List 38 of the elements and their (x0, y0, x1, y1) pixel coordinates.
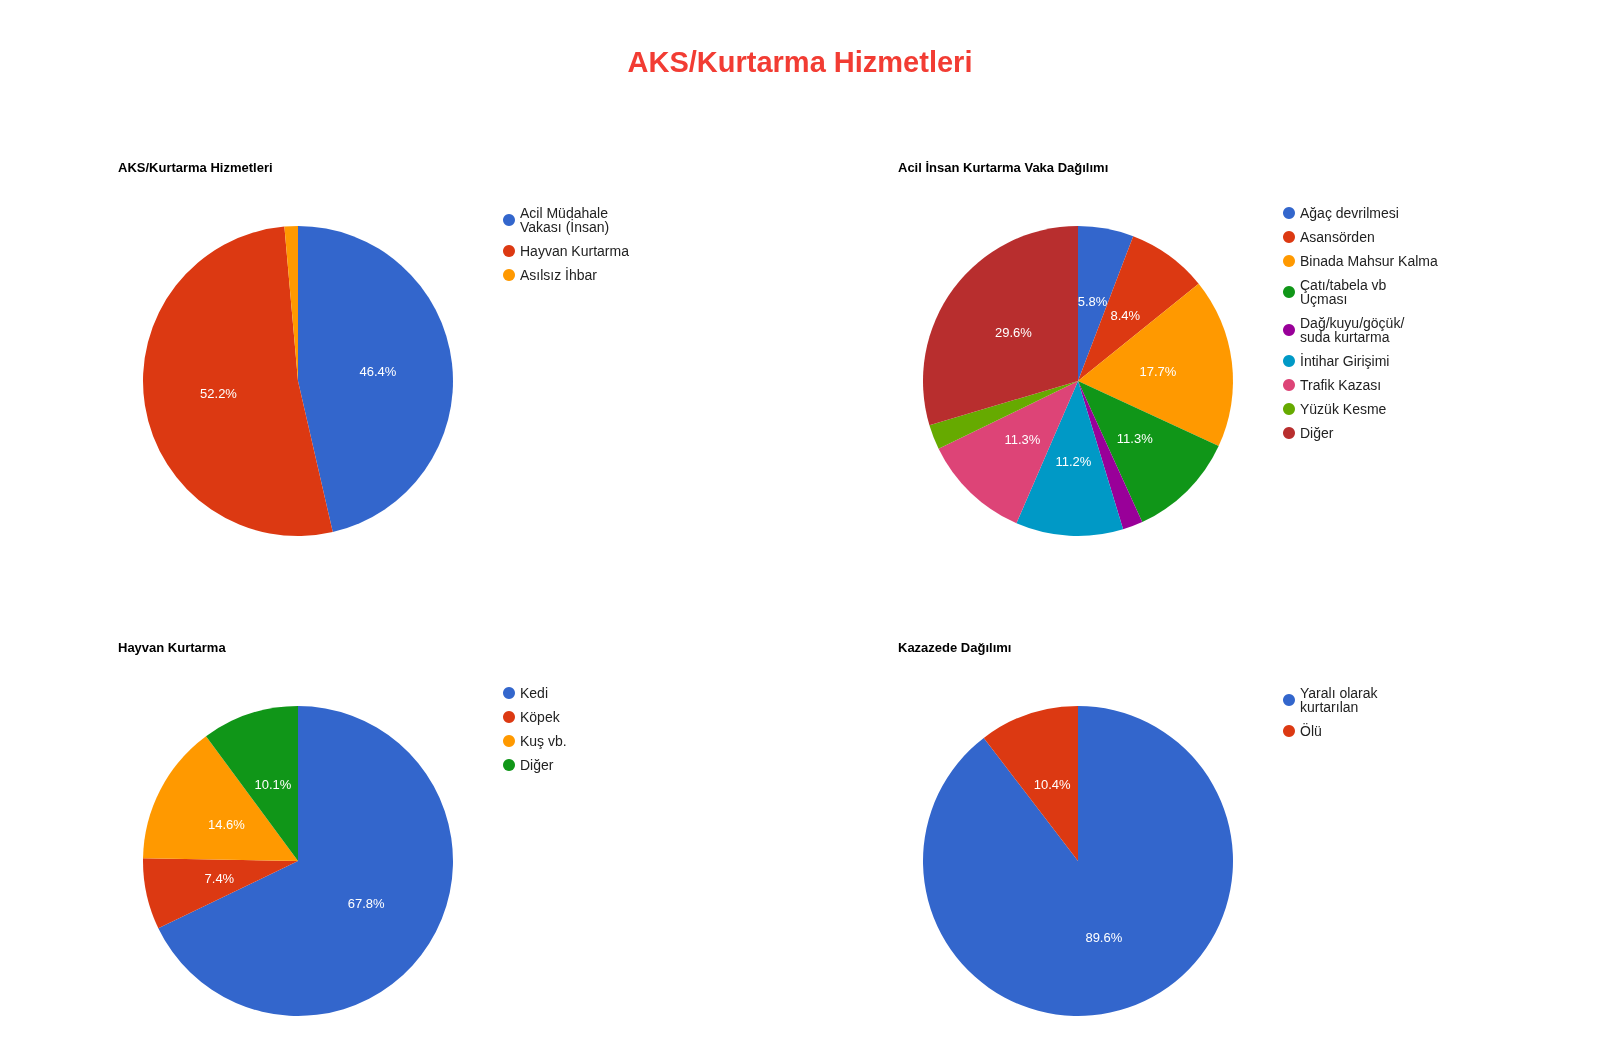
chart-title: AKS/Kurtarma Hizmetleri (118, 160, 273, 175)
data-label: 11.2% (1055, 453, 1092, 469)
data-label: 52.2% (200, 386, 238, 402)
legend-label: Ölü (1300, 722, 1322, 739)
legend-label: Hayvan Kurtarma (520, 243, 630, 259)
chart-title: Kazazede Dağılımı (898, 640, 1012, 655)
data-label: 11.3% (1116, 430, 1154, 446)
data-label: 67.8% (347, 896, 386, 912)
legend-label: Kedi (520, 685, 549, 701)
chart-title: Acil İnsan Kurtarma Vaka Dağılımı (898, 160, 1109, 175)
legend-label: Köpek (520, 709, 561, 725)
data-label: 29.6% (995, 325, 1033, 341)
legend-label: Asansörden (1300, 229, 1375, 245)
legend-label: Ağaç devrilmesi (1300, 205, 1399, 221)
legend-label: Dağ/kuyu/göçük/suda kurtarma (1300, 315, 1405, 345)
data-label: 5.8% (1077, 294, 1108, 310)
legend-label: Diğer (1300, 425, 1334, 441)
data-label: 7.4% (204, 870, 235, 886)
legend-label: Yüzük Kesme (1300, 401, 1387, 417)
legend-label: Asılsız İhbar (520, 266, 598, 283)
data-label: 89.6% (1085, 929, 1123, 945)
data-label: 10.4% (1033, 777, 1072, 793)
data-label: 14.6% (208, 816, 246, 832)
legend-label: Kuş vb. (520, 733, 567, 749)
data-label: 11.3% (1004, 431, 1041, 447)
data-label: 8.4% (1110, 308, 1141, 324)
data-label: 10.1% (254, 777, 292, 793)
legend-label: Acil Müdahale Vakası (İnsan) (520, 205, 612, 235)
legend-label: Çatı/tabela vb Uçması (1300, 277, 1391, 307)
legend-label: Trafik Kazası (1300, 377, 1382, 393)
legend-label: Diğer (520, 757, 554, 773)
legend-label: Binada Mahsur Kalma (1300, 253, 1438, 269)
legend-label: İntihar Girişimi (1300, 352, 1390, 369)
data-label: 46.4% (359, 364, 397, 380)
chart-title: Hayvan Kurtarma (118, 640, 227, 655)
legend-label: Yaralı olarak kurtarılan (1300, 685, 1382, 715)
text: AKS/Kurtarma Hizmetleri (626, 45, 974, 80)
data-label: 17.7% (1139, 363, 1177, 379)
